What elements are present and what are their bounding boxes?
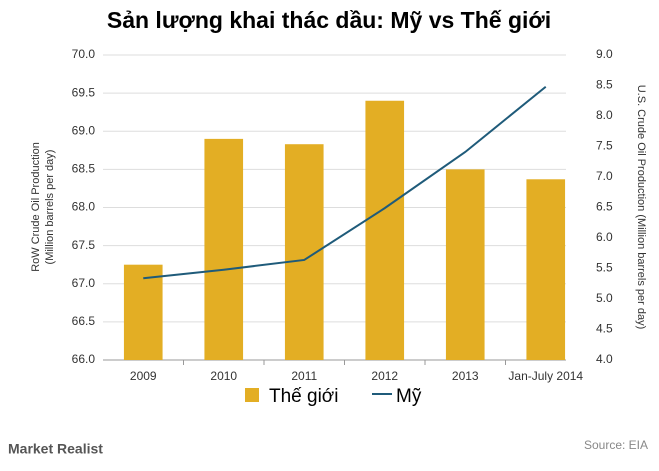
y2-tick-label: 5.5 [596,261,613,275]
y2-tick-label: 8.0 [596,108,613,122]
x-tick-label: 2013 [452,369,479,383]
y-tick-label: 70.0 [72,47,96,61]
x-tick-label: 2010 [210,369,237,383]
y-tick-label: 68.0 [72,200,96,214]
y-tick-label: 66.5 [72,314,96,328]
x-tick-label: 2011 [291,369,317,383]
bar [526,179,566,360]
legend-swatch [245,388,259,402]
bar [365,100,405,360]
y-axis-label: (Million barrels per day) [44,150,56,265]
x-tick-label: 2012 [371,369,398,383]
y-axis-label: RoW Crude Oil Production [30,142,42,272]
brand: Market Realist [8,441,103,457]
line [143,85,547,280]
y-tick-label: 69.0 [72,123,96,137]
bar [123,264,163,360]
y-tick-label: 68.5 [72,162,96,176]
x-tick-label: 2009 [130,369,157,383]
source: Source: EIA [584,438,648,452]
y2-tick-label: 4.5 [596,322,613,336]
legend-label: Mỹ [396,386,422,407]
legend-label: Thế giới [269,386,339,407]
y2-tick-label: 6.0 [596,230,613,244]
y2-tick-label: 7.5 [596,139,613,153]
y-tick-label: 69.5 [72,85,96,99]
y2-tick-label: 5.0 [596,291,613,305]
y-tick-label: 67.5 [72,238,96,252]
y2-tick-label: 9.0 [596,47,613,61]
y-tick-label: 66.0 [72,352,96,366]
y2-tick-label: 4.0 [596,352,613,366]
y2-tick-label: 6.5 [596,200,613,214]
bar [445,169,485,360]
x-tick-label: Jan-July 2014 [508,369,583,383]
bar [204,138,244,360]
chart-title: Sản lượng khai thác dầu: Mỹ vs Thế giới [107,7,551,33]
y2-axis-label: U.S. Crude Oil Production (Million barre… [635,85,647,330]
y2-tick-label: 7.0 [596,169,613,183]
y2-tick-label: 8.5 [596,78,613,92]
y-tick-label: 67.0 [72,276,96,290]
